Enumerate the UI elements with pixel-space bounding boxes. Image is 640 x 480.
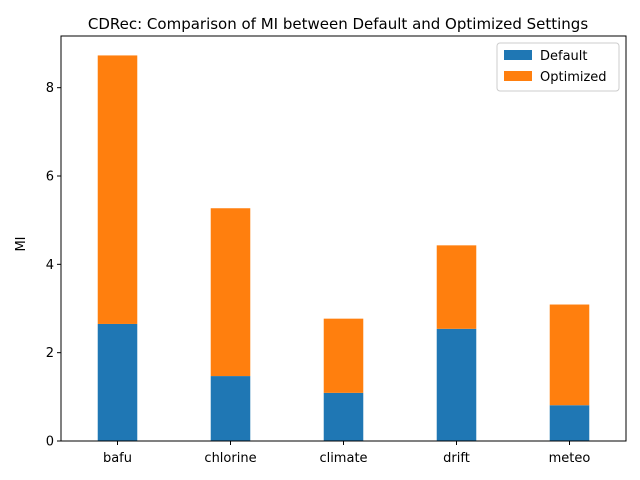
plot-area — [97, 55, 590, 441]
chart-title: CDRec: Comparison of MI between Default … — [88, 15, 588, 33]
x-tick-label: drift — [443, 451, 470, 466]
y-tick-label: 6 — [46, 170, 54, 185]
legend-label-optimized: Optimized — [540, 70, 607, 85]
legend: Default Optimized — [496, 42, 620, 92]
x-tick-label: chlorine — [204, 451, 256, 466]
bar-default-chlorine — [210, 376, 251, 441]
bar-default-bafu — [97, 323, 138, 441]
bar-default-climate — [323, 392, 364, 441]
y-axis: 0 2 4 6 8 — [46, 81, 61, 450]
bar-default-meteo — [549, 405, 590, 441]
bar-default-drift — [436, 328, 477, 441]
legend-label-default: Default — [540, 49, 588, 64]
y-tick-label: 0 — [46, 435, 54, 450]
legend-swatch-optimized — [504, 71, 532, 81]
bar-optimized-drift — [436, 245, 477, 329]
plot-frame — [60, 35, 627, 442]
bar-optimized-climate — [323, 318, 364, 393]
x-axis: bafu chlorine climate drift meteo — [103, 441, 590, 466]
y-axis-label: MI — [14, 236, 29, 251]
bar-optimized-meteo — [549, 304, 590, 406]
bar-optimized-bafu — [97, 55, 138, 324]
bar-optimized-chlorine — [210, 208, 251, 377]
x-tick-label: meteo — [549, 451, 591, 466]
x-tick-label: bafu — [103, 451, 132, 466]
legend-swatch-default — [504, 50, 532, 60]
x-tick-label: climate — [319, 451, 367, 466]
y-tick-label: 4 — [46, 258, 54, 273]
y-tick-label: 8 — [46, 81, 54, 96]
y-tick-label: 2 — [46, 346, 54, 361]
